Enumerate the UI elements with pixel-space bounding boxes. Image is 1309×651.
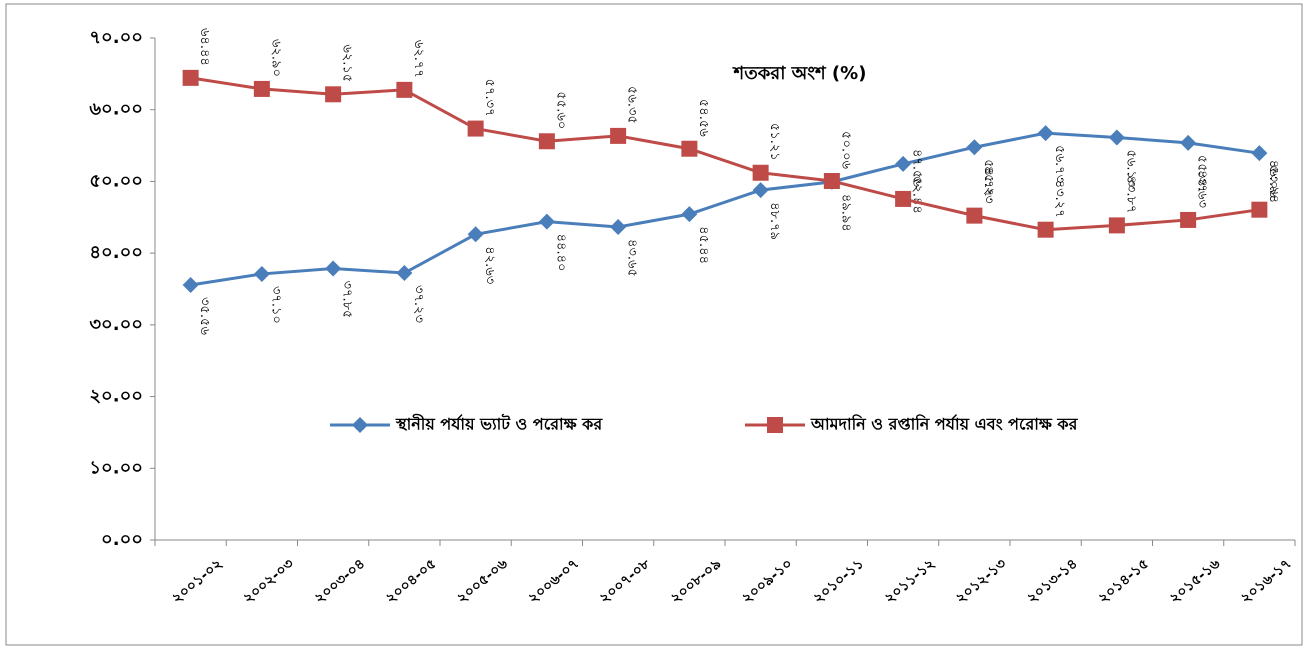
data-label: ৫৫.৩৭ [1195,155,1210,193]
data-label: ৫৬.১৩ [1123,149,1138,187]
marker [467,226,484,243]
marker [253,265,270,282]
marker [966,207,983,224]
data-label: ৪৫.২৩ [981,166,996,204]
marker [253,80,270,97]
marker [1180,134,1197,151]
marker [1108,129,1125,146]
y-tick-label: ৪০.০০ [89,242,143,263]
data-label: ৫১.২১ [767,123,782,161]
y-tick-label: ০.০০ [101,529,143,550]
chart-title: শতকরা অংশ (%) [732,63,867,84]
data-label: ৪৯.৯৪ [838,194,853,232]
data-label: ৪৭.৫৬ [910,149,925,187]
marker [966,139,983,156]
marker [681,206,698,223]
marker [767,417,783,433]
data-label: ৩৭.১০ [268,286,283,324]
marker [1251,201,1268,218]
marker [325,86,342,103]
data-label: ৪৪.৪০ [553,234,568,272]
data-label: ৪৩.৮৭ [1123,175,1138,213]
legend-label: আমদানি ও রপ্তানি পর্যায় এবং পরোক্ষ কর [810,414,1079,434]
marker [352,417,368,433]
data-label: ৩৫.৫৬ [197,297,212,335]
data-label: ৪৬.০৬ [1266,160,1281,198]
marker [681,140,698,157]
marker [610,218,627,235]
data-label: ৪৩.২৭ [1052,180,1067,218]
marker [610,127,627,144]
marker [1180,211,1197,228]
y-tick-label: ৭০.০০ [89,27,143,48]
data-label: ৫৬.৩৫ [625,86,640,124]
marker [1108,217,1125,234]
data-label: ৫৬.৭৩ [1052,145,1067,183]
y-tick-label: ২০.০০ [89,386,143,407]
data-label: ৩৭.৮৫ [340,281,355,319]
data-label: ৫৪.৭৭ [981,159,996,197]
data-label: ৫৭.৩৭ [482,79,497,117]
data-label: ৫৫.৬০ [553,91,568,129]
data-label: ৫০.০৬ [838,131,853,169]
marker [823,172,840,189]
marker [752,164,769,181]
data-label: ৩৭.২৩ [411,285,426,323]
y-tick-label: ৩০.০০ [89,314,143,335]
marker [1037,221,1054,238]
y-tick-label: ১০.০০ [89,457,143,478]
data-label: ৪৮.৭৯ [767,202,782,240]
marker [895,190,912,207]
marker [396,81,413,98]
y-tick-label: ৫০.০০ [89,170,143,191]
data-label: ৬২.১৫ [340,44,355,82]
series-line [190,131,1260,287]
data-label: ৬২.৭৭ [411,40,426,78]
marker [895,155,912,172]
marker [182,69,199,86]
data-label: ৪২.৬৩ [482,246,497,284]
data-label: ৬২.৯০ [268,39,283,77]
data-label: ৪৫.৪৪ [696,226,711,264]
series-line [190,76,1260,232]
marker [396,265,413,282]
data-label: ৪৪.৬৩ [1195,170,1210,208]
data-label: ৫৪.৫৬ [696,99,711,137]
marker [325,260,342,277]
marker [1251,145,1268,162]
chart-border [5,3,1303,646]
data-label: ৬৪.৪৪ [197,28,212,66]
data-label: ৪৩.৬৫ [625,239,640,277]
marker [467,120,484,137]
marker [752,182,769,199]
data-label: ৫৩.৯৪ [1266,165,1281,203]
marker [538,133,555,150]
y-tick-label: ৬০.০০ [89,99,143,120]
marker [1037,125,1054,142]
legend-label: স্থানীয় পর্যায় ভ্যাট ও পরোক্ষ কর [395,414,603,434]
marker [538,213,555,230]
marker [182,276,199,293]
